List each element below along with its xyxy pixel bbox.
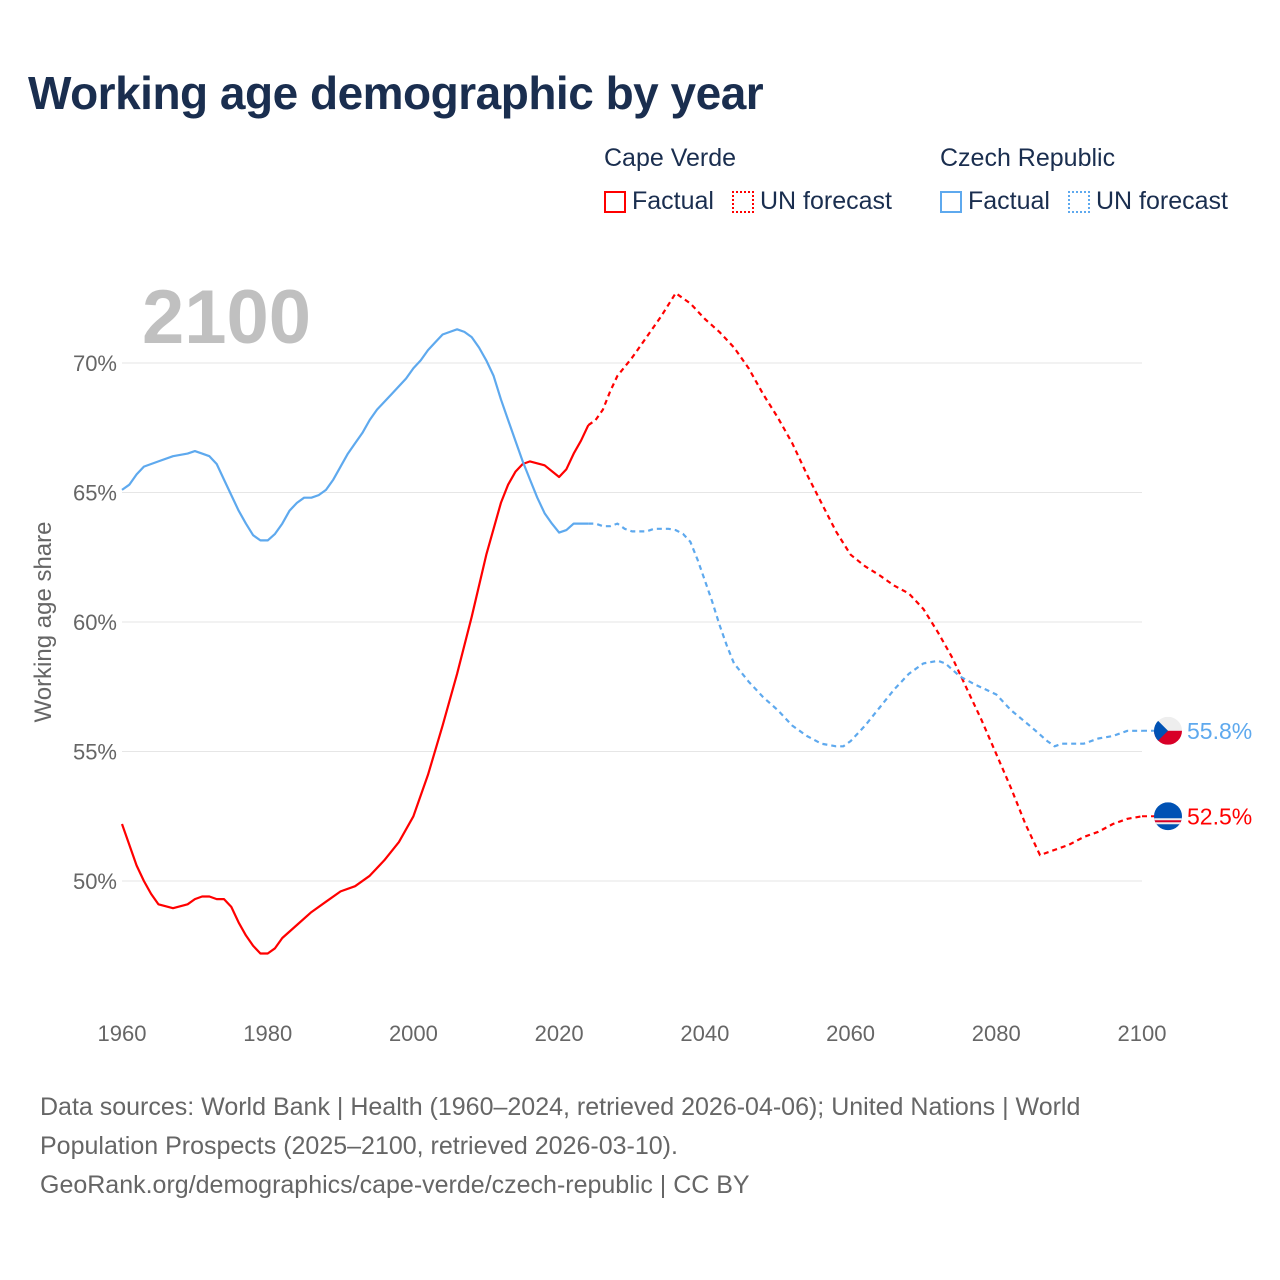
line-chart: 2100 50% 55% 60% 65% 70% 1960 1980 2000 2020 2040… [30,275,1252,1046]
x-tick-label: 2020 [535,1021,584,1046]
cape-verde-factual-line [120,424,590,955]
x-tick-label: 2080 [972,1021,1021,1046]
end-value-label: 52.5% [1187,803,1252,829]
legend-label: Factual [968,187,1050,215]
czech-flag-icon [1154,716,1182,745]
cape-verde-flag-icon [1154,802,1182,831]
legend-cape-verde: Cape Verde Factual UN forecast [604,144,892,216]
y-tick-label: 55% [73,740,117,765]
chart-title: Working age demographic by year [28,67,764,119]
legend-label: UN forecast [1095,187,1228,215]
y-axis-label: Working age share [30,522,57,723]
y-tick-label: 70% [73,351,117,376]
end-value-label: 55.8% [1187,718,1252,744]
source-link[interactable]: GeoRank.org/demographics/cape-verde/czec… [40,1171,750,1199]
y-tick-label: 60% [73,610,117,635]
flag-triangle [1154,716,1168,745]
legend-item-czech-forecast[interactable]: UN forecast [1067,187,1228,216]
y-tick-label: 50% [73,869,117,894]
legend-swatch-dotted [1067,190,1090,213]
y-tick-label: 65% [73,481,117,506]
legend-item-cape-verde-factual[interactable]: Factual [604,187,714,216]
legend-item-czech-factual[interactable]: Factual [940,187,1050,216]
legend-item-cape-verde-forecast[interactable]: UN forecast [731,187,892,216]
flag-body [1154,716,1182,745]
x-tick-label: 1960 [98,1021,147,1046]
czech-forecast-line [588,522,1142,748]
x-tick-label: 2040 [680,1021,729,1046]
x-tick-label: 2000 [389,1021,438,1046]
legend-group-title: Czech Republic [940,144,1116,172]
czech-factual-line [121,328,589,542]
x-tick-label: 2100 [1118,1021,1167,1046]
flag-red [1154,820,1182,823]
flag-blue [1154,802,1182,831]
legend-label: UN forecast [759,187,892,215]
cape-verde-forecast-line [587,292,1143,857]
legend-swatch-solid [604,190,626,213]
data-sources: Data sources: World Bank | Health (1960–… [40,1093,1081,1160]
legend-label: Factual [632,187,714,215]
year-watermark: 2100 [142,275,311,360]
x-tick-label: 1980 [243,1021,292,1046]
legend-group-title: Cape Verde [604,144,737,172]
flag-body [1154,802,1182,831]
footer: Data sources: World Bank | Health (1960–… [40,1088,1180,1205]
legend-swatch-solid [940,190,962,213]
legend-swatch-dotted [731,190,754,213]
legend-czech: Czech Republic Factual UN forecast [940,144,1228,216]
x-tick-label: 2060 [826,1021,875,1046]
